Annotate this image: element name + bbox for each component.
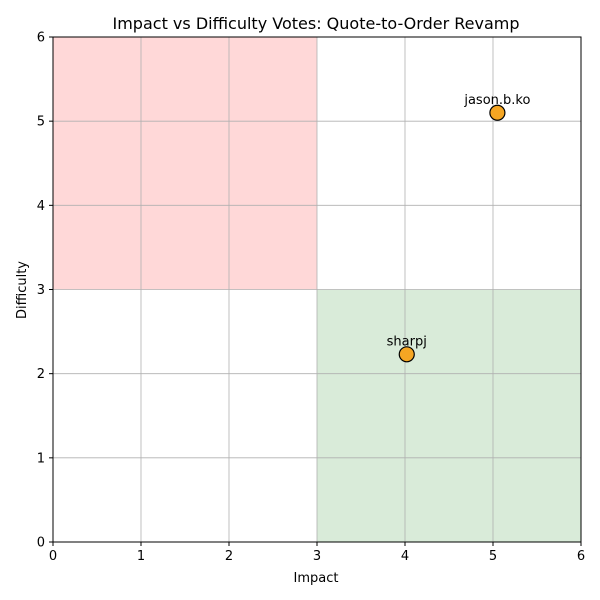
chart-title: Impact vs Difficulty Votes: Quote-to-Ord…	[113, 14, 520, 33]
y-tick-label: 0	[37, 536, 45, 551]
axes: 0 1 2 3 4 5 6 0 1 2 3 4 5 6	[37, 31, 585, 565]
data-point	[489, 104, 506, 121]
x-tick-label: 3	[313, 549, 321, 564]
data-point-label: jason.b.ko	[463, 93, 530, 108]
region-high-difficulty-low-impact	[53, 37, 317, 290]
y-tick-label: 3	[37, 283, 45, 298]
x-tick-label: 0	[49, 549, 57, 564]
data-point-label: sharpj	[387, 334, 427, 349]
data-point	[398, 346, 415, 363]
y-tick-label: 6	[37, 31, 45, 46]
y-tick-label: 2	[37, 367, 45, 382]
y-tick-label: 4	[37, 199, 45, 214]
y-tick-label: 1	[37, 451, 45, 466]
x-tick-label: 1	[137, 549, 145, 564]
data-points: jason.b.ko sharpj	[387, 93, 530, 363]
y-axis-label: Difficulty	[15, 261, 30, 319]
x-tick-label: 6	[577, 549, 585, 564]
x-axis-label: Impact	[294, 571, 339, 586]
quadrant-regions	[53, 37, 581, 542]
x-tick-label: 5	[489, 549, 497, 564]
y-tick-label: 5	[37, 115, 45, 130]
region-low-difficulty-high-impact	[317, 289, 581, 542]
x-tick-label: 2	[225, 549, 233, 564]
x-tick-label: 4	[401, 549, 409, 564]
